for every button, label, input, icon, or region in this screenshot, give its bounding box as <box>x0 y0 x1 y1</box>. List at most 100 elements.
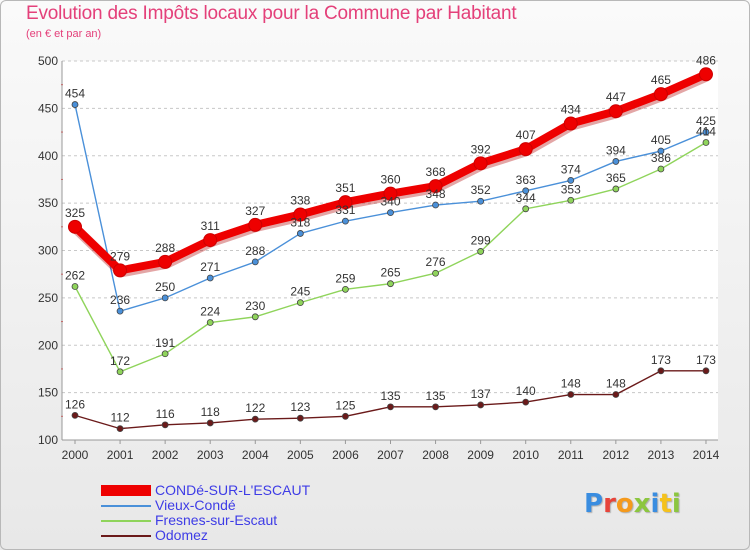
x-tick-label: 2013 <box>648 448 675 462</box>
data-point <box>612 391 620 398</box>
data-point <box>387 403 394 411</box>
data-point <box>518 142 533 157</box>
data-point <box>342 412 349 420</box>
y-tick-label: 250 <box>38 291 58 305</box>
data-label: 365 <box>606 171 626 185</box>
data-label: 125 <box>335 398 355 412</box>
x-tick-label: 2007 <box>377 448 404 462</box>
data-point <box>206 419 214 427</box>
data-point <box>657 367 665 375</box>
data-label: 137 <box>471 387 491 401</box>
y-tick-label: 300 <box>38 244 58 258</box>
data-label: 394 <box>606 143 626 157</box>
data-point <box>296 299 304 307</box>
data-label: 118 <box>201 405 220 419</box>
data-point <box>116 425 124 433</box>
data-point <box>116 368 124 376</box>
legend-label: CONDé-SUR-L'ESCAUT <box>155 482 311 498</box>
data-label: 135 <box>426 389 446 403</box>
x-tick-label: 2009 <box>467 448 494 462</box>
logo-letter: t <box>659 489 672 519</box>
data-point <box>432 403 439 411</box>
legend-item: CONDé-SUR-L'ESCAUT <box>101 483 310 498</box>
data-label: 172 <box>110 354 130 368</box>
data-point <box>206 274 214 282</box>
legend-swatch <box>101 519 151 522</box>
data-label: 245 <box>290 285 310 299</box>
data-label: 299 <box>471 233 491 247</box>
data-label: 353 <box>561 182 581 196</box>
x-tick-label: 2008 <box>422 448 449 462</box>
data-point <box>432 269 439 277</box>
x-tick-label: 2002 <box>152 448 179 462</box>
legend-swatch <box>101 534 151 537</box>
data-label: 224 <box>200 305 220 319</box>
data-label: 318 <box>290 215 310 229</box>
data-point <box>161 294 169 302</box>
x-tick-label: 2014 <box>693 448 720 462</box>
data-point <box>338 195 353 210</box>
data-label: 447 <box>606 90 626 104</box>
data-point <box>296 230 304 237</box>
data-point <box>251 258 259 266</box>
data-label: 262 <box>65 269 85 283</box>
x-tick-label: 2001 <box>107 448 134 462</box>
data-point <box>248 217 263 232</box>
logo-letter: i <box>671 489 681 519</box>
x-tick-label: 2004 <box>242 448 269 462</box>
data-label: 325 <box>65 206 85 220</box>
data-point <box>251 415 259 423</box>
data-point <box>296 414 304 422</box>
data-label: 148 <box>561 377 581 391</box>
data-label: 340 <box>380 195 400 209</box>
data-label: 276 <box>426 255 446 269</box>
legend-item: Fresnes-sur-Escaut <box>101 513 310 528</box>
data-point <box>477 401 485 409</box>
data-point <box>653 87 668 102</box>
data-label: 454 <box>65 87 85 101</box>
data-label: 173 <box>651 353 671 367</box>
data-label: 338 <box>290 193 310 207</box>
data-label: 368 <box>426 165 446 179</box>
data-label: 386 <box>651 151 671 165</box>
data-label: 230 <box>245 299 265 313</box>
y-tick-label: 500 <box>38 54 58 68</box>
data-label: 140 <box>516 384 536 398</box>
data-label: 122 <box>245 401 265 415</box>
data-label: 271 <box>200 260 220 274</box>
data-label: 250 <box>155 280 175 294</box>
legend-label: Vieux-Condé <box>155 497 236 513</box>
data-point <box>203 233 218 248</box>
data-point <box>251 313 259 321</box>
data-label: 360 <box>380 173 400 187</box>
data-point <box>158 254 173 269</box>
data-label: 191 <box>155 336 175 350</box>
data-point <box>698 67 713 82</box>
data-label: 434 <box>561 103 581 117</box>
legend-swatch <box>101 485 151 496</box>
data-point <box>567 196 575 204</box>
data-point <box>161 421 169 429</box>
y-tick-label: 400 <box>38 149 58 163</box>
data-point <box>71 411 79 419</box>
data-label: 288 <box>155 241 175 255</box>
data-point <box>702 367 710 375</box>
data-point <box>657 165 665 173</box>
data-point <box>702 139 710 146</box>
data-label: 348 <box>426 187 446 201</box>
data-label: 288 <box>245 244 265 258</box>
data-point <box>342 285 349 293</box>
data-label: 363 <box>516 173 536 187</box>
logo-letter: P <box>584 489 604 519</box>
data-point <box>71 101 79 108</box>
y-tick-label: 450 <box>38 101 58 115</box>
data-label: 148 <box>606 377 626 391</box>
data-label: 116 <box>156 407 175 421</box>
logo-letter: r <box>603 489 616 519</box>
y-tick-label: 200 <box>38 338 58 352</box>
data-point <box>428 179 443 194</box>
legend-label: Odomez <box>155 527 208 543</box>
data-point <box>342 217 349 225</box>
data-label: 407 <box>516 128 536 142</box>
